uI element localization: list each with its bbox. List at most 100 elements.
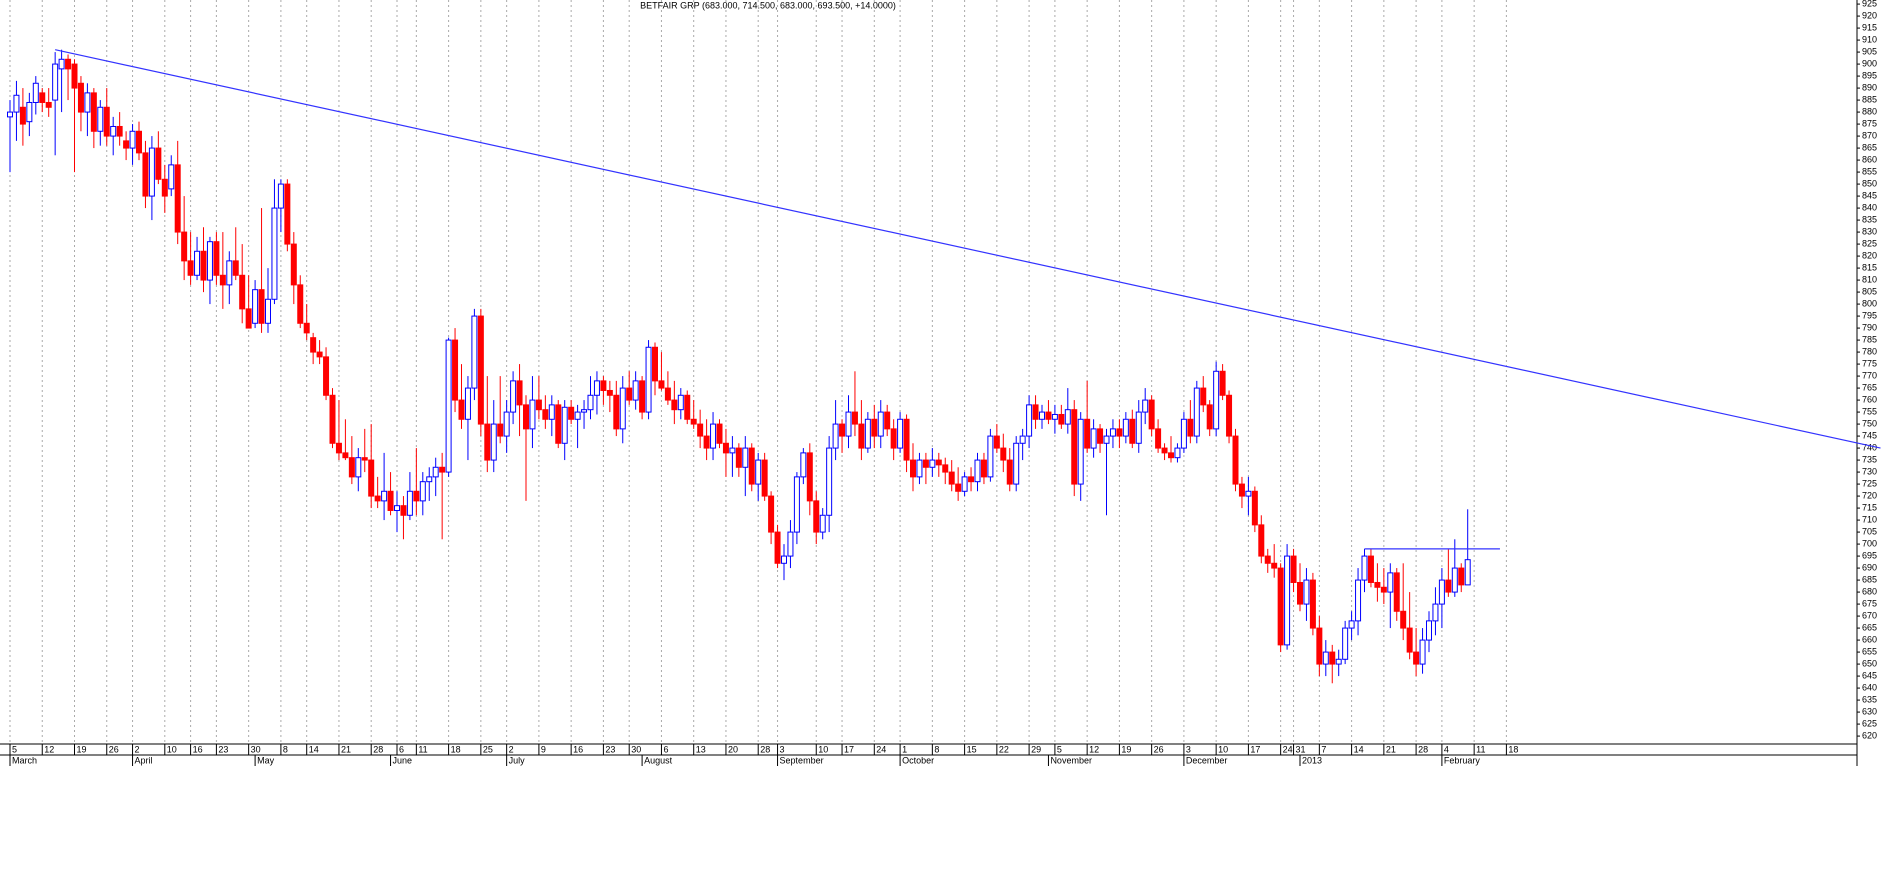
candle-body (645, 346, 652, 413)
candle-body (606, 389, 613, 396)
candle-body (993, 435, 1000, 449)
candle-body (684, 394, 691, 420)
candle-body (1303, 579, 1310, 605)
candle-body (587, 394, 594, 411)
candle-body (1361, 555, 1368, 581)
y-tick-label: 710 (1862, 514, 1877, 524)
candle-body (432, 466, 439, 478)
candle-body (277, 183, 284, 209)
candle-body (1419, 639, 1426, 665)
candle-body (1374, 581, 1381, 588)
y-tick-label: 780 (1862, 346, 1877, 356)
candle-body (297, 284, 304, 324)
candle-body (955, 483, 962, 492)
y-tick-label: 775 (1862, 358, 1877, 368)
candle-body (787, 531, 794, 557)
x-tick-label: 16 (193, 744, 203, 754)
month-label: September (780, 755, 824, 765)
candle-body (1084, 418, 1091, 449)
candle-body (1464, 559, 1471, 586)
y-tick-label: 720 (1862, 490, 1877, 500)
candle-body (213, 241, 220, 276)
y-tick-label: 755 (1862, 406, 1877, 416)
y-tick-label: 915 (1862, 22, 1877, 32)
candle-body (1438, 579, 1445, 605)
y-tick-label: 645 (1862, 670, 1877, 680)
candle-body (851, 411, 858, 425)
candle-body (839, 423, 846, 437)
y-tick-label: 910 (1862, 34, 1877, 44)
y-tick-label: 630 (1862, 706, 1877, 716)
candle-body (355, 457, 362, 478)
candle-body (464, 387, 471, 420)
y-tick-label: 865 (1862, 142, 1877, 152)
candle-body (1122, 418, 1129, 437)
y-tick-label: 925 (1862, 0, 1877, 8)
y-tick-label: 625 (1862, 718, 1877, 728)
candle-body (187, 260, 194, 276)
x-tick-label: 21 (341, 744, 351, 754)
x-tick-label: 28 (1418, 744, 1428, 754)
candle-body (613, 394, 620, 430)
candle-body (877, 411, 884, 437)
candle-body (1387, 572, 1394, 593)
candle-body (626, 387, 633, 401)
candle-body (123, 140, 130, 149)
y-tick-label: 670 (1862, 610, 1877, 620)
candle-body (710, 423, 717, 449)
candle-body (1129, 418, 1136, 444)
candle-body (1251, 490, 1258, 526)
x-tick-label: 25 (483, 744, 493, 754)
candle-body (1064, 409, 1071, 425)
candle-body (265, 298, 271, 324)
candle-body (387, 490, 394, 511)
candle-body (400, 505, 407, 516)
candle-body (1168, 452, 1174, 459)
y-tick-label: 660 (1862, 634, 1877, 644)
y-tick-label: 620 (1862, 730, 1877, 740)
y-tick-label: 850 (1862, 178, 1877, 188)
candle-body (45, 101, 52, 108)
x-tick-label: 18 (1508, 744, 1518, 754)
candle-body (961, 476, 968, 492)
candle-body (806, 452, 813, 502)
candle-body (252, 289, 259, 324)
candle-body (1039, 411, 1045, 420)
x-tick-label: 28 (760, 744, 770, 754)
x-tick-label: 23 (218, 744, 228, 754)
candle-body (1051, 413, 1058, 420)
candle-body (729, 447, 736, 454)
candle-body (922, 459, 929, 468)
x-tick-label: 22 (999, 744, 1009, 754)
candle-body (658, 380, 665, 389)
x-tick-label: 3 (780, 744, 785, 754)
candle-body (619, 387, 626, 430)
candle-body (1058, 413, 1065, 425)
candle-body (232, 260, 239, 276)
candle-body (1355, 579, 1362, 622)
candle-body (103, 106, 110, 137)
candle-body (1174, 447, 1181, 459)
y-tick-label: 805 (1862, 286, 1877, 296)
candle-body (1180, 418, 1187, 449)
x-tick-label: 2 (509, 744, 514, 754)
candle-body (858, 423, 865, 449)
candle-body (239, 274, 246, 310)
y-tick-label: 835 (1862, 214, 1877, 224)
x-tick-label: 29 (1031, 744, 1041, 754)
candle-body (342, 452, 349, 459)
x-tick-label: 10 (167, 744, 177, 754)
y-tick-label: 870 (1862, 130, 1877, 140)
candle-body (968, 476, 975, 483)
candle-body (129, 130, 136, 149)
candle-body (510, 380, 517, 413)
candle-body (497, 423, 504, 437)
candle-body (477, 315, 484, 425)
candle-body (1206, 404, 1213, 430)
candle-body (948, 471, 955, 485)
candle-body (987, 435, 994, 478)
candle-body (329, 394, 336, 444)
candle-body (1187, 418, 1194, 437)
candle-body (897, 418, 904, 449)
